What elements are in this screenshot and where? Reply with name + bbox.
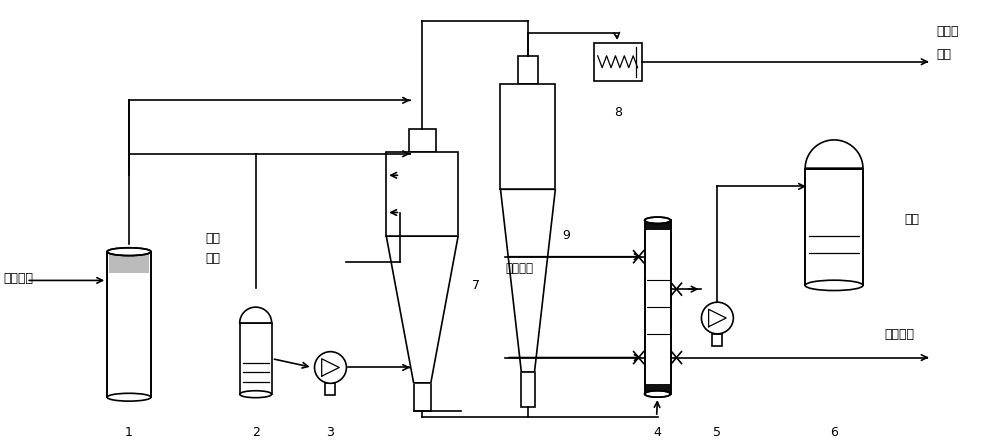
FancyBboxPatch shape xyxy=(645,220,671,230)
Text: 用水: 用水 xyxy=(205,252,220,265)
Text: 9: 9 xyxy=(562,229,570,242)
Polygon shape xyxy=(500,189,555,372)
FancyBboxPatch shape xyxy=(240,323,272,394)
Polygon shape xyxy=(805,140,863,168)
Ellipse shape xyxy=(805,280,863,290)
FancyBboxPatch shape xyxy=(109,254,149,274)
FancyBboxPatch shape xyxy=(712,334,722,346)
FancyBboxPatch shape xyxy=(414,383,431,411)
FancyBboxPatch shape xyxy=(645,220,671,394)
Text: 冷却剂去: 冷却剂去 xyxy=(884,328,914,341)
Text: 工业: 工业 xyxy=(205,232,220,245)
Text: 3: 3 xyxy=(327,426,334,439)
Ellipse shape xyxy=(645,217,671,224)
FancyBboxPatch shape xyxy=(386,152,458,236)
FancyBboxPatch shape xyxy=(805,168,863,286)
FancyBboxPatch shape xyxy=(518,56,538,84)
Text: 净化后: 净化后 xyxy=(937,25,959,38)
Text: 7: 7 xyxy=(472,279,480,292)
Text: 焦炉某气: 焦炉某气 xyxy=(3,272,33,285)
Ellipse shape xyxy=(107,248,151,255)
Text: 4: 4 xyxy=(654,426,661,439)
FancyBboxPatch shape xyxy=(500,84,555,189)
Text: 冷却剂来: 冷却剂来 xyxy=(505,262,533,275)
Text: 2: 2 xyxy=(252,426,260,439)
Circle shape xyxy=(315,352,346,383)
FancyBboxPatch shape xyxy=(325,383,335,395)
Ellipse shape xyxy=(645,391,671,397)
FancyBboxPatch shape xyxy=(645,384,671,394)
FancyBboxPatch shape xyxy=(594,43,642,80)
FancyBboxPatch shape xyxy=(521,372,535,407)
Circle shape xyxy=(701,302,733,334)
Polygon shape xyxy=(386,236,458,383)
Text: 6: 6 xyxy=(830,426,838,439)
Text: 煤气: 煤气 xyxy=(937,48,952,61)
Text: 5: 5 xyxy=(713,426,721,439)
Polygon shape xyxy=(240,307,272,323)
Text: 1: 1 xyxy=(125,426,133,439)
Text: 氨水: 氨水 xyxy=(904,213,919,225)
Ellipse shape xyxy=(107,393,151,401)
Text: 8: 8 xyxy=(614,106,622,119)
FancyBboxPatch shape xyxy=(107,251,151,397)
FancyBboxPatch shape xyxy=(409,129,436,152)
Ellipse shape xyxy=(240,391,272,398)
